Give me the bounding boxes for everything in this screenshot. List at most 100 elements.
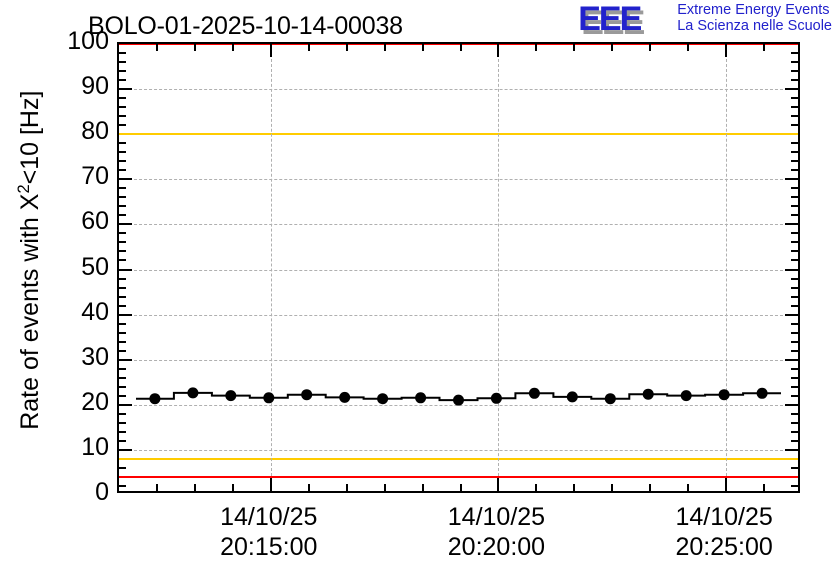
eee-logo-mark-front: EEE [578,0,642,38]
y-axis-tick-minor [791,259,798,262]
x-axis-tick-minor [535,484,538,491]
y-axis-tick-minor [791,304,798,307]
y-axis-tick-major [785,403,798,406]
y-axis-tick-minor [791,97,798,100]
data-point-marker [263,392,275,404]
eee-logo-line2: La Scienza nelle Scuole [677,18,832,34]
y-axis-tick-minor [791,187,798,190]
y-axis-tick-minor [791,106,798,109]
y-axis-tick-minor [119,115,126,118]
x-axis-tick-minor [193,484,196,491]
data-point-marker [149,393,161,405]
x-axis-tick-minor [649,44,652,51]
x-axis-tick-label-date: 14/10/25 [220,503,318,531]
y-axis-tick-minor [119,169,126,172]
x-axis-tick-minor [193,44,196,51]
y-axis-tick-minor [119,412,126,415]
grid-line-vertical [270,44,272,491]
data-point-marker [415,392,427,404]
y-axis-tick-minor [791,385,798,388]
y-axis-title-suffix: <10 [Hz] [16,90,45,185]
y-axis-tick-minor [119,484,126,487]
y-axis-title-exponent: 2 [14,184,33,194]
lower-red-limit [119,475,798,478]
y-axis-tick-minor [119,367,126,370]
x-axis-tick-minor [649,484,652,491]
grid-line-horizontal [119,269,798,271]
x-axis-tick-minor [307,484,310,491]
data-point-marker [490,392,502,404]
y-axis-tick-minor [791,376,798,379]
y-axis-tick-major [119,178,132,181]
upper-orange-limit [119,133,798,136]
lower-orange-limit [119,457,798,460]
y-axis-tick-minor [791,412,798,415]
x-axis-tick-minor [687,44,690,51]
y-axis-tick-minor [119,286,126,289]
x-axis-tick-major [725,44,728,57]
page-title: BOLO-01-2025-10-14-00038 [88,12,403,40]
eee-logo-line1: Extreme Energy Events [677,2,830,18]
y-axis-tick-minor [119,142,126,145]
x-axis-tick-minor [383,44,386,51]
y-axis-tick-label: 10 [81,432,109,461]
x-axis-tick-minor [687,484,690,491]
y-axis-tick-major [785,448,798,451]
data-point-marker [453,394,464,406]
y-axis-tick-minor [119,241,126,244]
y-axis-tick-minor [791,205,798,208]
data-point-marker [566,391,578,403]
y-axis-tick-minor [791,52,798,55]
y-axis-tick-minor [119,97,126,100]
x-axis-tick-major [497,44,500,57]
y-axis-tick-major [119,448,132,451]
x-axis-tick-label-time: 20:20:00 [447,533,546,561]
eee-logo-text: Extreme Energy Events La Scienza nelle S… [677,2,832,36]
y-axis-title-prefix: Rate of events with X [16,193,45,430]
y-axis-tick-minor [791,349,798,352]
x-axis-tick-major [497,478,500,491]
grid-line-horizontal [119,224,798,226]
x-axis-tick-major [269,478,272,491]
y-axis-tick-major [785,268,798,271]
y-axis-tick-minor [119,151,126,154]
y-axis-tick-major [119,403,132,406]
y-axis-tick-minor [119,277,126,280]
y-axis-tick-minor [119,52,126,55]
eee-logo-mark: EEE EEE [578,0,670,40]
y-axis-tick-major [119,223,132,226]
grid-line-horizontal [119,449,798,451]
y-axis-tick-minor [119,376,126,379]
data-point-marker [642,388,654,400]
x-axis-tick-minor [421,484,424,491]
y-axis-tick-label: 40 [81,297,109,326]
y-axis-tick-minor [791,169,798,172]
y-axis-tick-minor [791,70,798,73]
y-axis-tick-minor [791,340,798,343]
y-axis-tick-label: 60 [81,207,109,236]
x-axis-tick-minor [611,44,614,51]
y-axis-tick-minor [119,259,126,262]
y-axis-tick-major [785,313,798,316]
x-axis-tick-minor [155,44,158,51]
y-axis-tick-minor [119,160,126,163]
x-axis-tick-label: 14/10/25 20:25:00 [675,502,772,562]
y-axis-tick-minor [119,466,126,469]
data-point-marker [718,389,730,401]
y-axis-tick-minor [791,421,798,424]
y-axis-tick-minor [791,241,798,244]
x-axis-tick-minor [383,484,386,491]
x-axis-tick-minor [345,44,348,51]
y-axis-tick-major [119,358,132,361]
x-axis-tick-minor [307,44,310,51]
y-axis-tick-minor [119,295,126,298]
y-axis-tick-label: 0 [95,478,109,506]
y-axis-tick-label: 20 [81,387,109,416]
y-axis-tick-major [119,268,132,271]
y-axis-tick-minor [119,106,126,109]
y-axis-tick-minor [791,322,798,325]
y-axis-tick-minor [791,214,798,217]
y-axis-tick-major [785,358,798,361]
y-axis-tick-minor [791,142,798,145]
data-point-marker [187,387,199,399]
